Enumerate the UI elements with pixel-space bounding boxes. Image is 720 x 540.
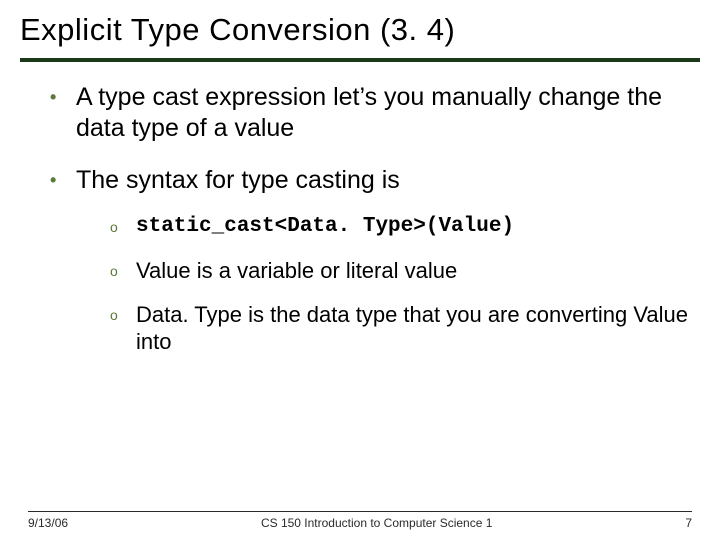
bullet-marker-icon: • (50, 165, 76, 196)
slide: Explicit Type Conversion (3. 4) • A type… (0, 0, 720, 540)
sub-bullet-text: Data. Type is the data type that you are… (136, 302, 690, 356)
bullet-marker-icon: • (50, 82, 76, 143)
sub-bullet-item: o static_cast<Data. Type>(Value) (110, 214, 690, 240)
footer-course: CS 150 Introduction to Computer Science … (68, 516, 685, 530)
sub-bullet-item: o Value is a variable or literal value (110, 258, 690, 285)
slide-title: Explicit Type Conversion (3. 4) (20, 12, 700, 58)
sub-bullet-item: o Data. Type is the data type that you a… (110, 302, 690, 356)
bullet-text: The syntax for type casting is (76, 165, 400, 196)
bullet-item: • The syntax for type casting is (50, 165, 690, 196)
bullet-item: • A type cast expression let’s you manua… (50, 82, 690, 143)
sub-bullet-text: Value is a variable or literal value (136, 258, 457, 285)
sub-marker-icon: o (110, 214, 136, 240)
footer-rule (28, 511, 692, 512)
slide-footer: 9/13/06 CS 150 Introduction to Computer … (0, 511, 720, 530)
footer-row: 9/13/06 CS 150 Introduction to Computer … (28, 516, 692, 530)
sub-marker-icon: o (110, 258, 136, 285)
footer-date: 9/13/06 (28, 516, 68, 530)
footer-page-number: 7 (685, 516, 692, 530)
sub-bullet-code: static_cast<Data. Type>(Value) (136, 214, 514, 240)
sub-marker-icon: o (110, 302, 136, 356)
slide-content: • A type cast expression let’s you manua… (20, 62, 700, 540)
bullet-text: A type cast expression let’s you manuall… (76, 82, 690, 143)
